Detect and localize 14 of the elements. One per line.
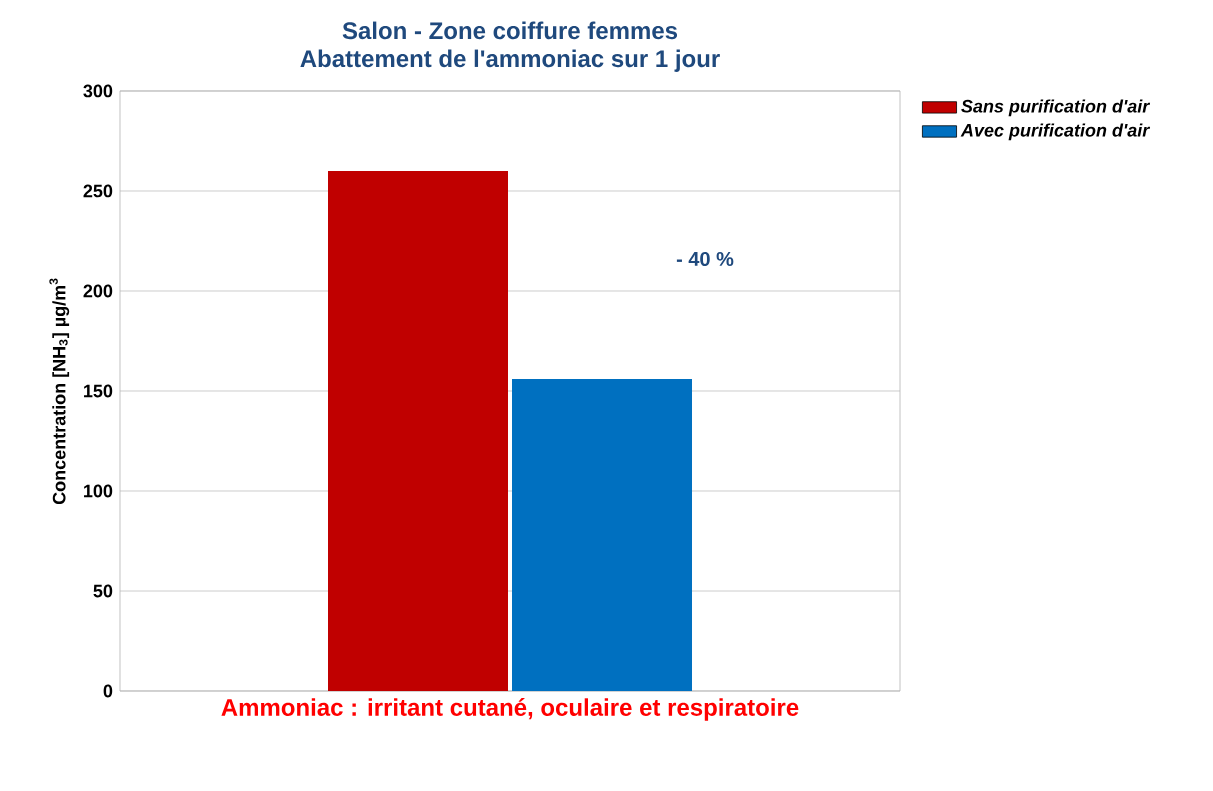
annotation: - 40 % [676,251,734,267]
y-axis-title: Concentration [NH$_{3}$] µg/m$^{3}$ [49,278,70,505]
y-tick-label: 200 [83,284,113,298]
chart-subtitle: Abattement de l'ammoniac sur 1 jour [300,49,720,72]
y-tick-label: 150 [84,384,113,398]
legend-label: Avec purification d'air [960,123,1151,141]
chart-title: Salon - Zone coiffure femmes [342,21,678,40]
y-tick-label: 100 [84,484,113,498]
legend-label: Sans purification d'air [961,99,1151,117]
y-tick-label: 50 [93,584,113,598]
y-tick-label: 0 [103,684,113,698]
y-tick-label: 250 [83,184,113,198]
x-tick-label: Ammoniac : irritant cutané, oculaire et respiratoire [221,698,799,721]
y-tick-label: 300 [83,84,113,98]
